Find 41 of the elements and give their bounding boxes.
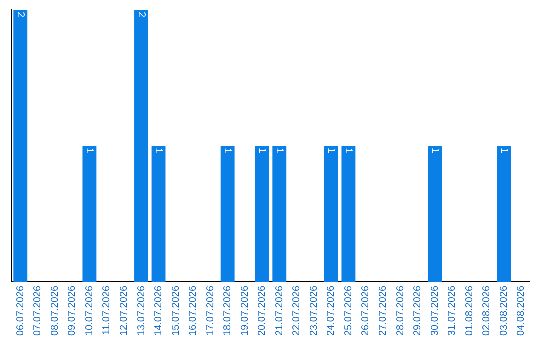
data-label: 1 [429, 148, 440, 154]
x-tick-label: 23.07.2026 [308, 286, 320, 336]
x-tick-label: 09.07.2026 [67, 286, 78, 336]
x-tick-label: 30.07.2026 [430, 286, 441, 336]
x-tick-label: 26.07.2026 [360, 286, 372, 336]
x-tick-label: 20.07.2026 [257, 286, 268, 336]
data-label: 1 [256, 148, 268, 154]
data-label: 1 [326, 148, 337, 154]
x-tick-label: 21.07.2026 [274, 286, 286, 336]
data-label: 1 [153, 148, 164, 154]
x-tick-label: 31.07.2026 [447, 286, 458, 336]
x-tick-label: 12.07.2026 [118, 286, 130, 336]
x-tick-label: 27.07.2026 [378, 286, 389, 336]
data-label: 1 [498, 148, 510, 154]
x-tick-label: 24.07.2026 [326, 286, 338, 336]
x-tick-label: 13.07.2026 [136, 286, 148, 336]
x-tick-label: 01.08.2026 [464, 286, 476, 336]
data-label: 2 [136, 12, 147, 18]
x-tick-label: 14.07.2026 [154, 286, 165, 336]
x-tick-label: 11.07.2026 [102, 286, 113, 336]
data-label: 1 [84, 148, 95, 154]
data-label: 1 [342, 148, 354, 154]
x-tick-label: 10.07.2026 [84, 286, 96, 336]
x-tick-label: 06.07.2026 [15, 286, 26, 336]
x-tick-label: 15.07.2026 [170, 286, 182, 336]
x-tick-label: 16.07.2026 [188, 286, 200, 336]
data-label: 1 [222, 148, 234, 154]
x-tick-label: 22.07.2026 [292, 286, 303, 336]
x-tick-label: 07.07.2026 [32, 286, 44, 336]
x-tick-label: 08.07.2026 [50, 286, 61, 336]
x-tick-label: 18.07.2026 [222, 286, 234, 336]
x-tick-label: 17.07.2026 [205, 286, 216, 336]
x-tick-label: 19.07.2026 [240, 286, 251, 336]
x-tick-label: 28.07.2026 [395, 286, 406, 336]
x-tick-label: 29.07.2026 [412, 286, 424, 336]
data-label: 2 [14, 12, 26, 18]
data-label: 1 [274, 148, 285, 154]
x-tick-label: 03.08.2026 [498, 286, 510, 336]
x-tick-label: 25.07.2026 [343, 286, 354, 336]
x-tick-label: 04.08.2026 [516, 286, 528, 336]
x-tick-label: 02.08.2026 [482, 286, 493, 336]
